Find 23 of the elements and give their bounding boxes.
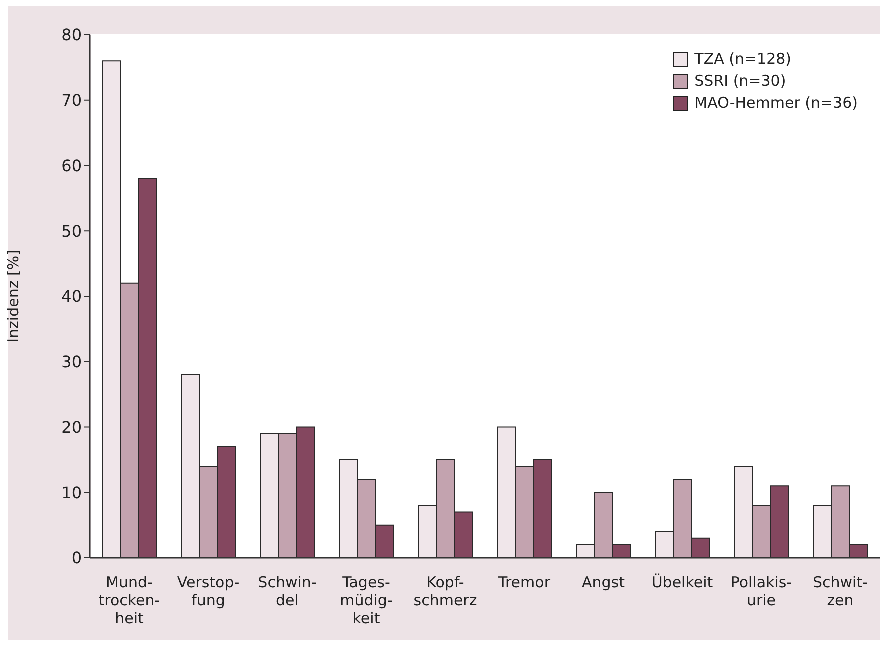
y-tick-label: 40 [62, 287, 82, 306]
x-tick-label: Tremor [498, 574, 552, 592]
x-tick-label: Kopf- schmerz [414, 574, 478, 610]
y-tick-label: 70 [62, 91, 82, 110]
y-tick-label: 50 [62, 222, 82, 241]
legend-label: SSRI (n=30) [694, 72, 786, 90]
x-tick-label: Tages- müdig- keit [340, 574, 393, 628]
x-tick-label: Übelkeit [652, 574, 714, 592]
x-tick-label: Verstop- fung [177, 574, 240, 610]
y-tick-label: 20 [62, 418, 82, 437]
y-tick-label: 10 [62, 483, 82, 502]
legend-label: TZA (n=128) [694, 50, 792, 68]
y-tick-label: 30 [62, 352, 82, 372]
x-tick-label: Angst [582, 574, 626, 592]
legend-label: MAO-Hemmer (n=36) [694, 94, 858, 112]
y-tick-label: 60 [62, 156, 82, 176]
x-tick-label: Schwin- del [258, 574, 317, 610]
x-tick-label: Pollakis- urie [730, 574, 792, 610]
y-tick-label: 0 [72, 548, 82, 568]
x-tick-label: Mund- trocken- heit [98, 574, 160, 628]
y-tick-label: 80 [62, 26, 82, 45]
y-axis-title: Inzidenz [%] [4, 250, 22, 343]
x-tick-label: Schwit- zen [812, 574, 868, 610]
